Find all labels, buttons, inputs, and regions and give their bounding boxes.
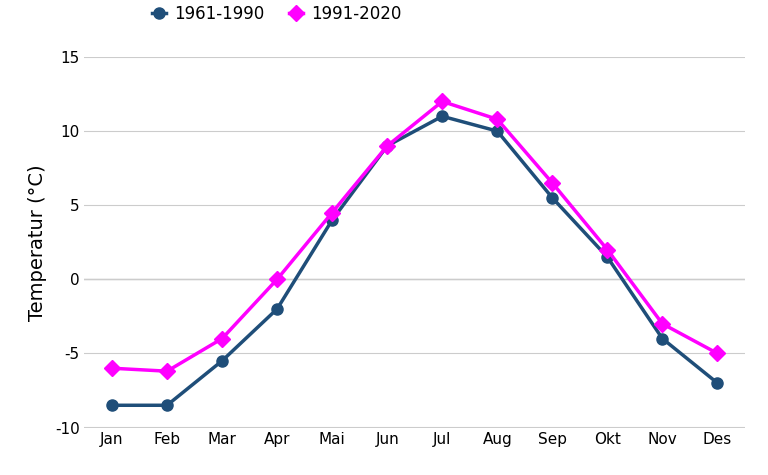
1961-1990	[273, 306, 282, 312]
1991-2020	[493, 116, 502, 122]
1991-2020	[713, 351, 722, 356]
1961-1990	[162, 402, 171, 408]
1961-1990	[548, 195, 557, 200]
1991-2020	[382, 143, 392, 149]
1961-1990	[713, 380, 722, 386]
1961-1990	[657, 336, 667, 342]
1991-2020	[438, 99, 447, 104]
1991-2020	[273, 276, 282, 282]
1961-1990	[603, 254, 612, 260]
1961-1990	[217, 358, 227, 364]
1991-2020	[108, 365, 117, 371]
1991-2020	[657, 321, 667, 327]
1961-1990	[438, 114, 447, 119]
Line: 1991-2020: 1991-2020	[107, 96, 723, 377]
1991-2020	[327, 210, 336, 216]
1991-2020	[217, 336, 227, 342]
1991-2020	[548, 180, 557, 186]
1991-2020	[603, 247, 612, 253]
1961-1990	[327, 217, 336, 223]
1961-1990	[108, 402, 117, 408]
Line: 1961-1990: 1961-1990	[107, 111, 723, 411]
1961-1990	[382, 143, 392, 149]
1991-2020	[162, 368, 171, 374]
Legend: 1961-1990, 1991-2020: 1961-1990, 1991-2020	[146, 0, 408, 30]
1961-1990	[493, 128, 502, 134]
Y-axis label: Temperatur (°C): Temperatur (°C)	[28, 164, 47, 321]
